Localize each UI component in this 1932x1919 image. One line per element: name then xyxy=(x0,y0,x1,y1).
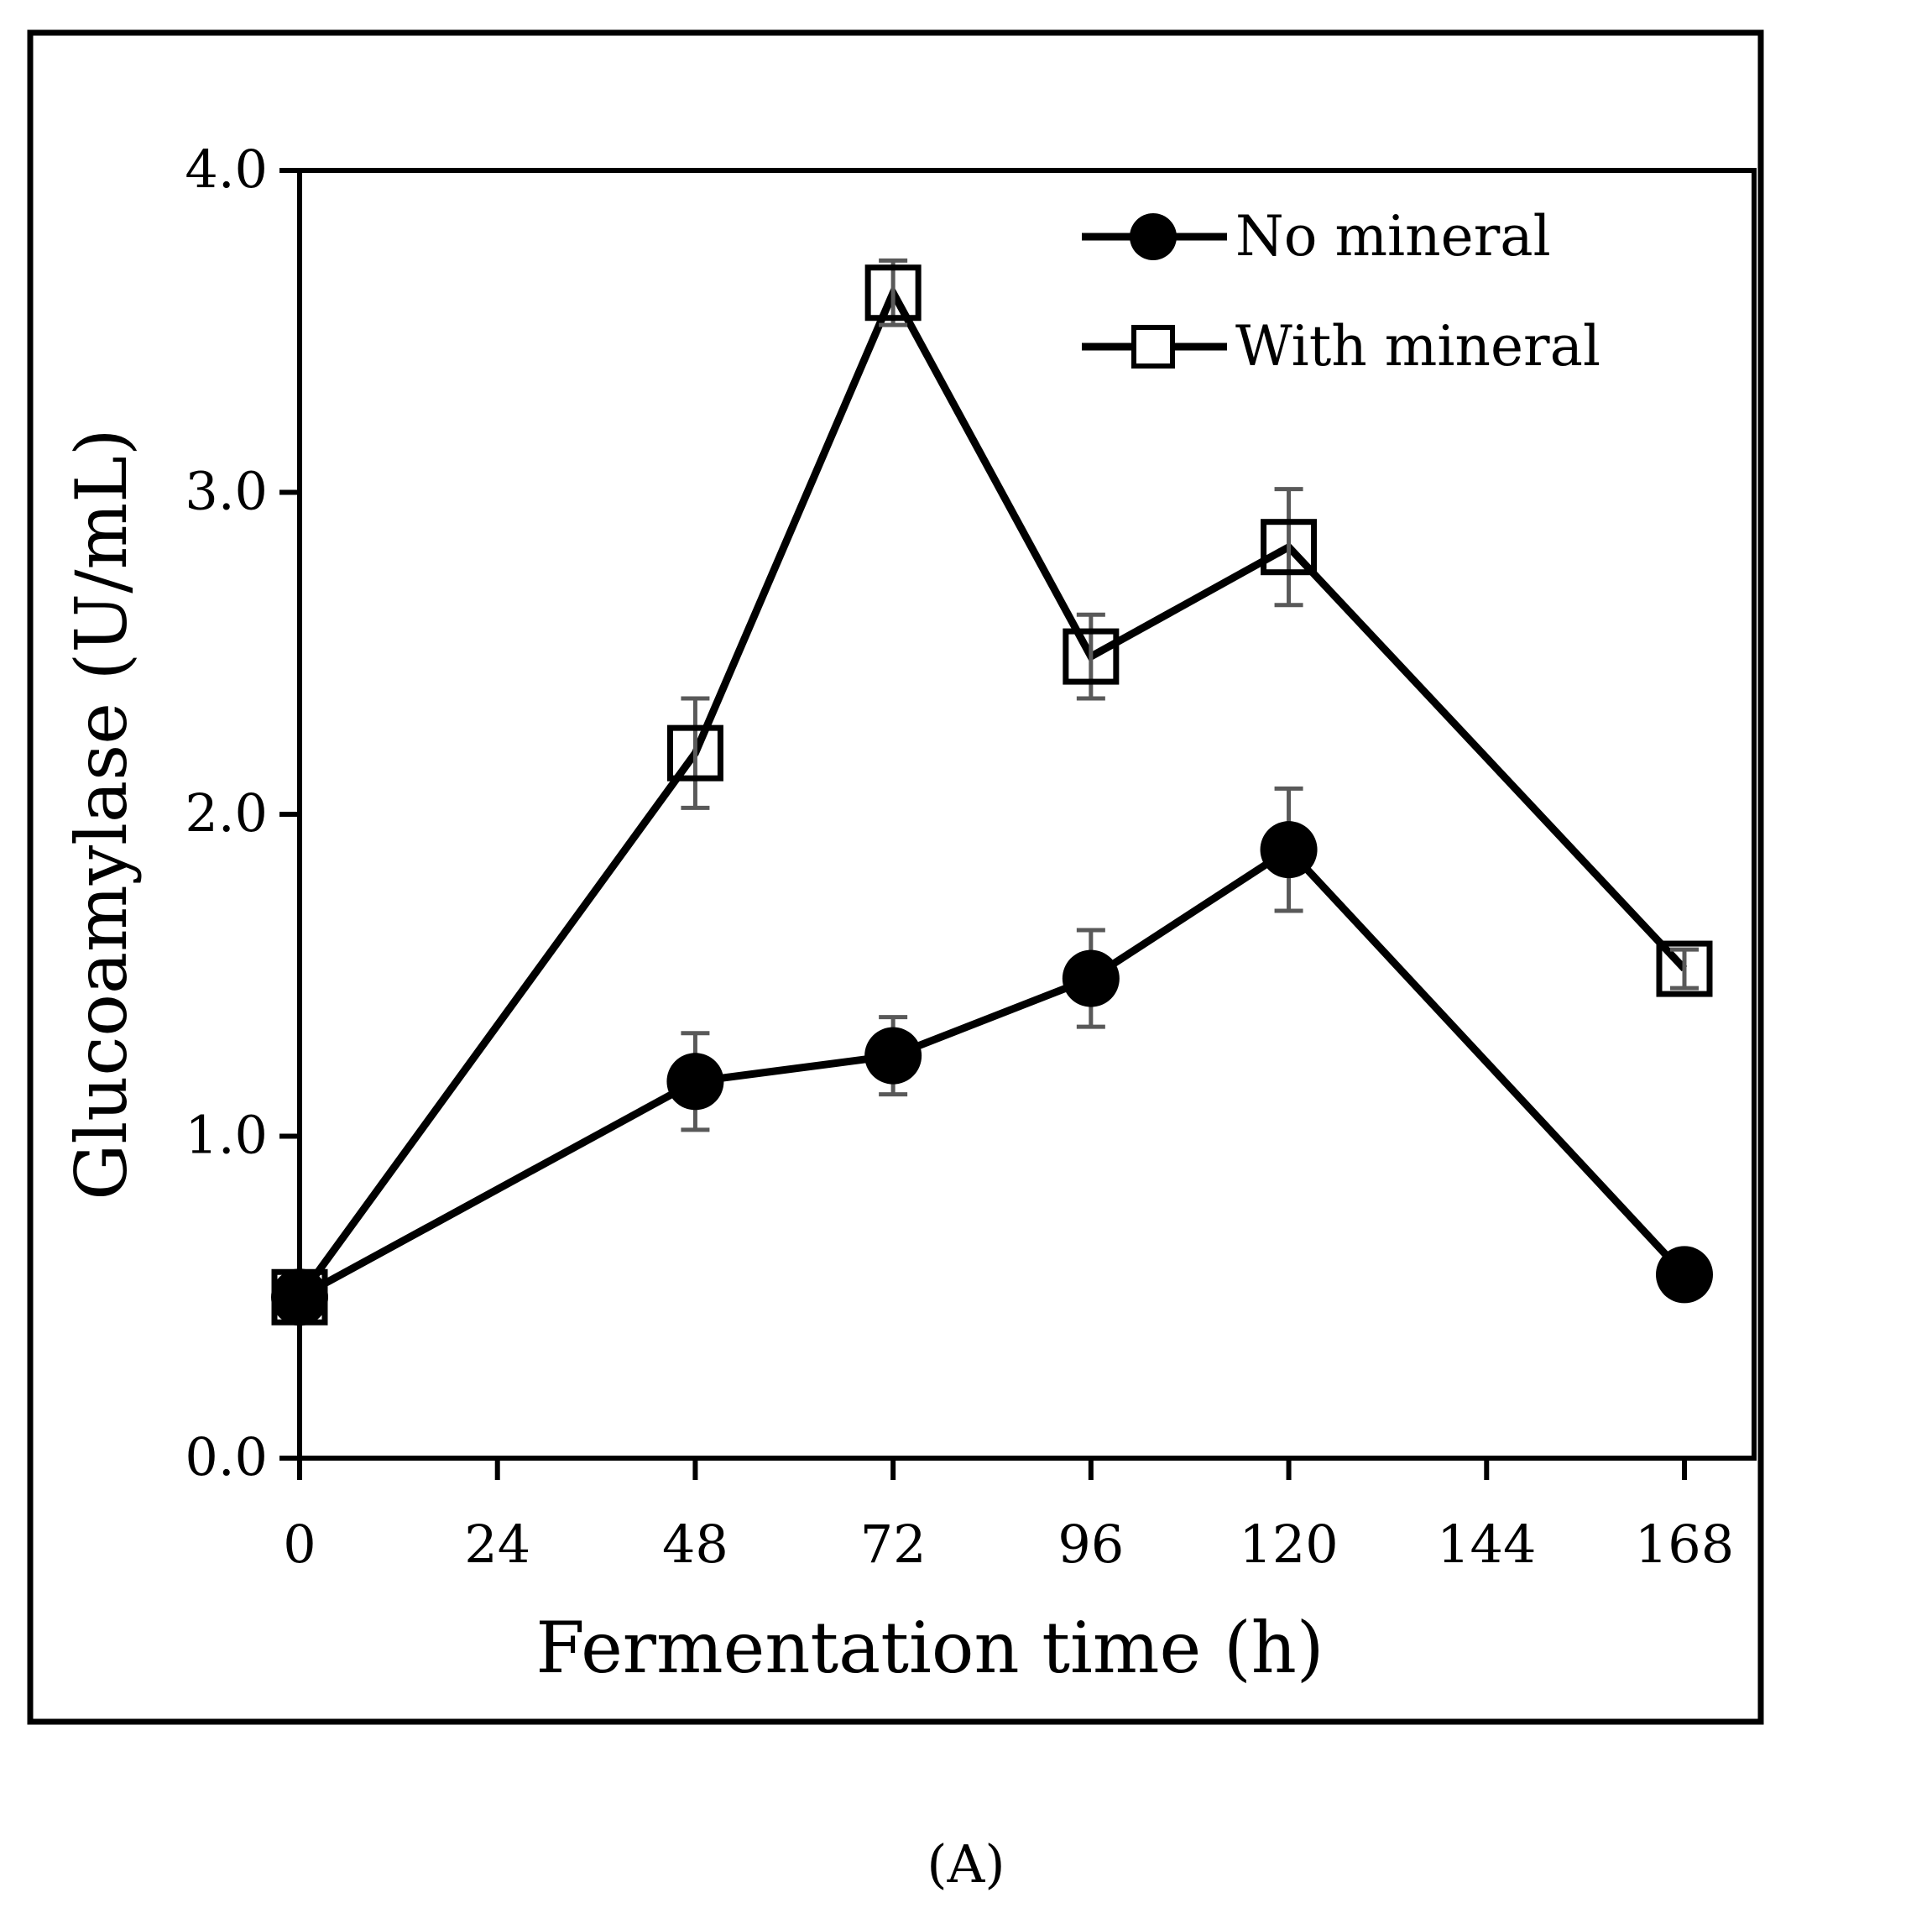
x-tick-label: 72 xyxy=(860,1514,927,1575)
x-tick-label: 120 xyxy=(1239,1514,1338,1575)
no-mineral-point xyxy=(666,1053,724,1111)
y-tick-label: 3.0 xyxy=(185,461,268,522)
y-tick-label: 4.0 xyxy=(185,139,268,200)
with-mineral-error-bar xyxy=(1274,487,1303,608)
x-axis: 0 24 48 72 96 120 144 168 xyxy=(283,1458,1734,1575)
with-mineral-point xyxy=(1261,519,1318,576)
y-tick-label: 1.0 xyxy=(185,1105,268,1166)
figure-frame xyxy=(27,29,1764,1725)
y-tick-label: 2.0 xyxy=(185,782,268,844)
with-mineral-line xyxy=(296,284,1688,1299)
panel-label: (A) xyxy=(927,1833,1005,1895)
no-mineral-point xyxy=(1656,1246,1713,1304)
x-tick-label: 48 xyxy=(662,1514,728,1575)
legend-with-mineral-label: With mineral xyxy=(1235,314,1600,379)
legend-no-mineral-marker xyxy=(1130,213,1177,260)
with-mineral-error-bar xyxy=(1670,947,1699,991)
with-mineral-point xyxy=(864,264,922,322)
y-tick-label: 0.0 xyxy=(185,1426,268,1488)
with-mineral-point xyxy=(1656,940,1713,997)
no-mineral-point xyxy=(271,1268,328,1326)
x-tick-label: 168 xyxy=(1635,1514,1734,1575)
with-mineral-error-bar xyxy=(681,696,710,810)
with-mineral-point xyxy=(666,724,723,782)
y-axis: 0.0 1.0 2.0 3.0 4.0 xyxy=(185,139,300,1488)
x-axis-title: Fermentation time (h) xyxy=(535,1607,1324,1689)
no-mineral-point xyxy=(1062,949,1120,1007)
legend-with-mineral: With mineral xyxy=(1082,314,1600,379)
with-mineral-error-bar xyxy=(1076,612,1105,701)
no-mineral-point xyxy=(1260,821,1318,879)
no-mineral-point xyxy=(864,1027,922,1085)
x-tick-label: 0 xyxy=(283,1514,316,1575)
legend-with-mineral-marker xyxy=(1131,325,1175,369)
legend-no-mineral: No mineral xyxy=(1082,204,1551,269)
with-mineral-point xyxy=(1063,628,1120,685)
no-mineral-line xyxy=(297,844,1688,1301)
legend: No mineral With mineral xyxy=(1082,204,1600,379)
with-mineral-error-bar xyxy=(879,258,908,327)
x-tick-label: 144 xyxy=(1437,1514,1536,1575)
x-tick-label: 24 xyxy=(464,1514,530,1575)
y-axis-title: Glucoamylase (U/mL) xyxy=(60,428,143,1200)
series-layer xyxy=(271,258,1713,1326)
x-tick-label: 96 xyxy=(1057,1514,1124,1575)
legend-no-mineral-label: No mineral xyxy=(1235,204,1551,269)
